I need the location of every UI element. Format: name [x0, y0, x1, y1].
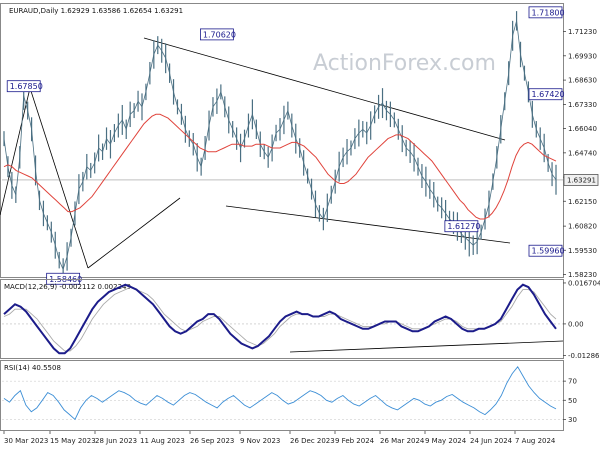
macd-panel: MACD(12,26,9) -0.002112 0.002249 0.01670… [0, 279, 600, 360]
x-tick-label: 9 Nov 2023 [240, 437, 280, 445]
annotation-box [200, 28, 234, 41]
x-tick-label: 24 Jun 2024 [470, 437, 513, 445]
trendline-1 [29, 87, 89, 269]
annotation-box [528, 6, 563, 19]
price-y-tick-label: 1.60820 [568, 223, 597, 231]
price-panel-frame [0, 3, 564, 278]
x-tick-label: 9 May 2024 [425, 437, 467, 445]
macd-panel-title: MACD(12,26,9) -0.002112 0.002249 [4, 283, 131, 291]
macd-signal-line [3, 286, 557, 352]
rsi-panel-title: RSI(14) 40.5508 [4, 364, 61, 372]
annotation-label: 1.67420 [532, 90, 565, 99]
price-trendlines [0, 37, 511, 269]
x-tick-label: 9 Feb 2024 [335, 437, 375, 445]
x-tick-label: 26 Dec 2023 [290, 437, 335, 445]
rsi-panel-frame [0, 360, 564, 431]
price-y-tick-label: 1.58230 [568, 271, 597, 279]
trendline-2 [87, 197, 181, 269]
price-line [3, 20, 557, 271]
x-tick-label: 26 Sep 2023 [190, 437, 234, 445]
macd-y-tick-label: 0.00 [568, 320, 584, 328]
price-annotations: 1.584601.706201.612701.674201.599601.718… [6, 6, 565, 285]
annotation-label: 1.61270 [447, 222, 480, 231]
macd-trendline [289, 340, 564, 353]
price-y-tick-label: 1.59530 [568, 247, 597, 255]
price-y-tick-label: 1.68630 [568, 77, 597, 85]
annotation-box [528, 244, 563, 257]
price-y-tick-label: 1.71230 [568, 28, 597, 36]
x-tick-label: 7 Aug 2024 [515, 437, 556, 445]
annotation-label: 1.67850 [10, 82, 43, 91]
annotation-label: 1.70620 [203, 30, 236, 39]
x-tick-label: 28 Jun 2023 [95, 437, 137, 445]
x-tick-label: 30 Mar 2023 [4, 437, 48, 445]
x-tick-label: 26 Mar 2024 [380, 437, 425, 445]
trendline-3 [0, 87, 31, 216]
rsi-panel: RSI(14) 40.5508 70 50 30 [0, 360, 577, 431]
annotation-box [46, 272, 81, 285]
rsi-series [3, 366, 557, 421]
price-y-tick-label: 1.69930 [568, 52, 597, 60]
price-y-tick-label: 1.62150 [568, 198, 597, 206]
trendline-lower [225, 205, 511, 244]
price-y-tick-label: 1.64740 [568, 149, 597, 157]
annotation-label: 1.59960 [532, 247, 565, 256]
rsi-line [3, 366, 557, 421]
price-panel: ActionForex.com EURAUD,Daily 1.62929 1.6… [0, 3, 599, 285]
annotation-box [444, 220, 479, 233]
price-panel-title: EURAUD,Daily 1.62929 1.63586 1.62654 1.6… [9, 7, 183, 15]
last-price-tag: 1.63291 [563, 174, 599, 186]
annotation-label: 1.71800 [532, 8, 565, 17]
macd-y-tick-label: 0.016704 [568, 279, 600, 287]
x-axis: 30 Mar 2023 15 May 2023 28 Jun 2023 11 Aug … [3, 431, 556, 445]
price-y-tick-label: 1.66040 [568, 125, 597, 133]
macd-panel-frame [0, 279, 564, 359]
last-price-label: 1.63291 [567, 176, 596, 184]
annotation-box [528, 88, 563, 101]
rsi-y-tick-label: 70 [568, 378, 577, 386]
trendline-upper [143, 37, 506, 141]
rsi-y-tick-label: 50 [568, 397, 577, 405]
annotation-box [6, 80, 41, 93]
moving-average-line [3, 113, 557, 220]
rsi-y-tick-label: 30 [568, 416, 577, 424]
macd-series [3, 283, 557, 355]
price-y-tick-label: 1.67330 [568, 101, 597, 109]
last-price-box [563, 174, 599, 186]
x-tick-label: 15 May 2023 [50, 437, 96, 445]
macd-line [3, 283, 557, 355]
macd-y-tick-label: -0.012869 [568, 352, 600, 360]
x-tick-label: 11 Aug 2023 [140, 437, 185, 445]
watermark: ActionForex.com [313, 51, 496, 76]
